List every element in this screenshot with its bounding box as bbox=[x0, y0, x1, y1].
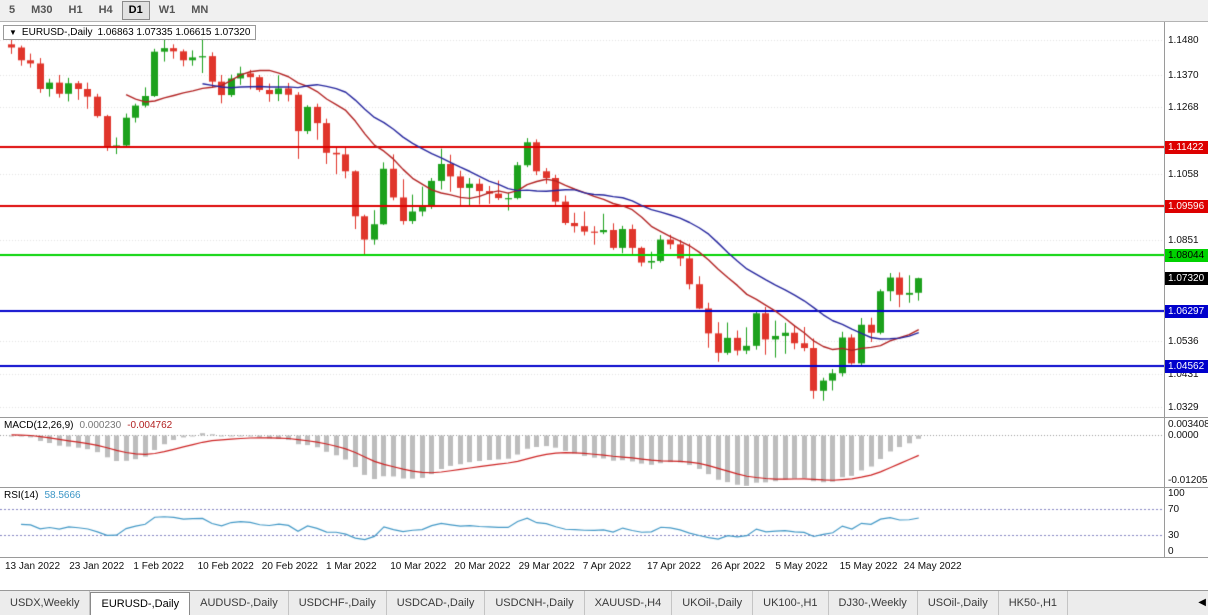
price-marker-1-04562: 1.04562 bbox=[1165, 360, 1208, 374]
timeframe-d1[interactable]: D1 bbox=[121, 1, 150, 20]
chart-dropdown-icon[interactable]: ▼ bbox=[9, 27, 17, 37]
macd-axis-0-012058: -0.012058 bbox=[1168, 475, 1208, 486]
chart-tabbar: USDX,Weekly EURUSD-,Daily AUDUSD-,Daily USD… bbox=[0, 590, 1208, 615]
tab-usdcad-daily[interactable]: USDCAD-,Daily bbox=[387, 591, 486, 615]
price-marker-1-09596: 1.09596 bbox=[1165, 199, 1208, 213]
timeframe-mn[interactable]: MN bbox=[191, 4, 209, 16]
price-tick-1-0536: 1.0536 bbox=[1168, 335, 1199, 347]
timeframe-5[interactable]: 5 bbox=[9, 4, 16, 16]
price-axis[interactable]: 1.1480 1.1370 1.1268 1.1058 1.0851 1.0536 1.04… bbox=[1164, 22, 1208, 417]
rsi-canvas[interactable] bbox=[0, 488, 1164, 556]
chart-title-box: ▼ EURUSD-,Daily 1.06863 1.07335 1.06615 … bbox=[3, 25, 257, 40]
price-tick-1-1370: 1.1370 bbox=[1168, 69, 1199, 81]
date-label-13-jan-2022: 13 Jan 2022 bbox=[5, 561, 61, 572]
tab-usoil-daily[interactable]: USOil-,Daily bbox=[918, 591, 999, 615]
tab-xauusd-h4[interactable]: XAUUSD-,H4 bbox=[585, 591, 673, 615]
rsi-axis[interactable]: 100 70 30 0 bbox=[1164, 488, 1208, 557]
tab-uk100-h1[interactable]: UK100-,H1 bbox=[753, 591, 829, 615]
rsi-name: RSI(14) bbox=[4, 490, 39, 501]
timeframe-w1[interactable]: W1 bbox=[158, 4, 176, 16]
tab-usdx-weekly[interactable]: USDX,Weekly bbox=[0, 591, 91, 615]
price-tick-1-1480: 1.1480 bbox=[1168, 34, 1199, 46]
date-label-23-jan-2022: 23 Jan 2022 bbox=[69, 561, 125, 572]
price-tick-1-0329: 1.0329 bbox=[1168, 401, 1199, 413]
price-tick-1-1268: 1.1268 bbox=[1168, 102, 1199, 114]
date-label-1-mar-2022: 1 Mar 2022 bbox=[326, 561, 377, 572]
tab-usdchf-daily[interactable]: USDCHF-,Daily bbox=[289, 591, 387, 615]
bottom-spacer bbox=[0, 576, 1208, 590]
tab-dj30-weekly[interactable]: DJ30-,Weekly bbox=[829, 591, 918, 615]
rsi-panel[interactable]: RSI(14) 58.5666 100 70 30 0 bbox=[0, 488, 1208, 558]
date-label-10-mar-2022: 10 Mar 2022 bbox=[390, 561, 447, 572]
date-label-5-may-2022: 5 May 2022 bbox=[775, 561, 828, 572]
rsi-axis-100: 100 bbox=[1168, 488, 1185, 499]
date-label-20-mar-2022: 20 Mar 2022 bbox=[454, 561, 511, 572]
date-label-7-apr-2022: 7 Apr 2022 bbox=[582, 561, 632, 572]
macd-axis-0-003408: 0.003408 bbox=[1168, 419, 1208, 430]
date-label-29-mar-2022: 29 Mar 2022 bbox=[518, 561, 575, 572]
macd-name: MACD(12,26,9) bbox=[4, 420, 74, 431]
rsi-label: RSI(14) 58.5666 bbox=[4, 490, 81, 501]
price-tick-1-1058: 1.1058 bbox=[1168, 169, 1199, 181]
timeframe-h1[interactable]: H1 bbox=[68, 4, 83, 16]
macd-panel[interactable]: MACD(12,26,9) 0.000230 -0.004762 0.00340… bbox=[0, 418, 1208, 488]
macd-signal-value: -0.004762 bbox=[127, 420, 173, 431]
date-label-26-apr-2022: 26 Apr 2022 bbox=[711, 561, 766, 572]
tab-ukoil-daily[interactable]: UKOil-,Daily bbox=[672, 591, 754, 615]
date-label-10-feb-2022: 10 Feb 2022 bbox=[197, 561, 254, 572]
tab-scroll-left-icon[interactable]: ◀ bbox=[1198, 597, 1206, 608]
timeframe-toolbar: 5 M30 H1 H4 D1 W1 MN bbox=[0, 0, 1208, 22]
date-label-15-may-2022: 15 May 2022 bbox=[839, 561, 898, 572]
macd-main-value: 0.000230 bbox=[79, 420, 122, 431]
rsi-axis-0: 0 bbox=[1168, 546, 1174, 557]
macd-label: MACD(12,26,9) 0.000230 -0.004762 bbox=[4, 420, 172, 431]
date-label-17-apr-2022: 17 Apr 2022 bbox=[647, 561, 701, 572]
tab-usdcnh-daily[interactable]: USDCNH-,Daily bbox=[485, 591, 585, 615]
price-marker-1-08044: 1.08044 bbox=[1165, 249, 1208, 263]
price-marker-1-11422: 1.11422 bbox=[1165, 141, 1208, 155]
price-tick-1-0431: 1.0431 bbox=[1168, 369, 1199, 381]
rsi-value: 58.5666 bbox=[44, 490, 81, 501]
timeframe-h4[interactable]: H4 bbox=[98, 4, 113, 16]
date-label-20-feb-2022: 20 Feb 2022 bbox=[261, 561, 318, 572]
chart-ohlc-values: 1.06863 1.07335 1.06615 1.07320 bbox=[97, 27, 251, 38]
date-label-1-feb-2022: 1 Feb 2022 bbox=[133, 561, 184, 572]
macd-axis-0-0000: 0.0000 bbox=[1168, 429, 1199, 441]
date-label-24-may-2022: 24 May 2022 bbox=[903, 561, 962, 572]
timeframe-m30[interactable]: M30 bbox=[31, 4, 53, 16]
rsi-axis-30: 30 bbox=[1168, 529, 1180, 541]
chart-symbol-period: EURUSD-,Daily bbox=[21, 27, 93, 38]
price-marker-1-07320: 1.07320 bbox=[1165, 272, 1208, 286]
price-tick-1-0851: 1.0851 bbox=[1168, 235, 1199, 247]
tab-eurusd-daily[interactable]: EURUSD-,Daily bbox=[90, 592, 191, 615]
tab-audusd-daily[interactable]: AUDUSD-,Daily bbox=[190, 591, 289, 615]
main-chart-canvas[interactable] bbox=[0, 22, 1164, 416]
main-chart-panel[interactable]: ▼ EURUSD-,Daily 1.06863 1.07335 1.06615 … bbox=[0, 22, 1208, 418]
date-axis[interactable]: 13 Jan 2022 23 Jan 2022 1 Feb 2022 10 Feb 2… bbox=[0, 558, 1208, 576]
rsi-axis-70: 70 bbox=[1168, 504, 1180, 516]
macd-canvas[interactable] bbox=[0, 418, 1164, 486]
price-marker-1-06297: 1.06297 bbox=[1165, 304, 1208, 318]
tab-hk50-h1[interactable]: HK50-,H1 bbox=[999, 591, 1069, 615]
